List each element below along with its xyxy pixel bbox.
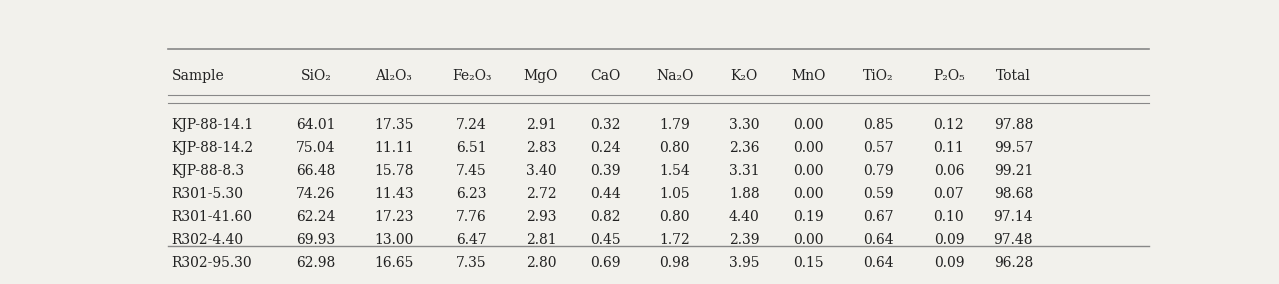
Text: 7.76: 7.76 <box>457 210 487 224</box>
Text: 7.35: 7.35 <box>457 256 487 270</box>
Text: 0.69: 0.69 <box>590 256 620 270</box>
Text: 0.44: 0.44 <box>590 187 620 201</box>
Text: K₂O: K₂O <box>730 69 758 83</box>
Text: R301-41.60: R301-41.60 <box>171 210 253 224</box>
Text: 16.65: 16.65 <box>375 256 413 270</box>
Text: MnO: MnO <box>792 69 826 83</box>
Text: 0.64: 0.64 <box>863 256 893 270</box>
Text: Fe₂O₃: Fe₂O₃ <box>451 69 491 83</box>
Text: 99.21: 99.21 <box>994 164 1033 178</box>
Text: KJP-88-14.2: KJP-88-14.2 <box>171 141 255 155</box>
Text: 0.09: 0.09 <box>934 256 964 270</box>
Text: KJP-88-14.1: KJP-88-14.1 <box>171 118 255 132</box>
Text: 0.00: 0.00 <box>793 233 824 247</box>
Text: 3.30: 3.30 <box>729 118 760 132</box>
Text: 1.72: 1.72 <box>660 233 691 247</box>
Text: 1.88: 1.88 <box>729 187 760 201</box>
Text: Al₂O₃: Al₂O₃ <box>375 69 412 83</box>
Text: 2.39: 2.39 <box>729 233 760 247</box>
Text: 0.80: 0.80 <box>660 210 691 224</box>
Text: 0.00: 0.00 <box>793 164 824 178</box>
Text: 2.80: 2.80 <box>526 256 556 270</box>
Text: Na₂O: Na₂O <box>656 69 693 83</box>
Text: 6.23: 6.23 <box>457 187 487 201</box>
Text: 66.48: 66.48 <box>297 164 335 178</box>
Text: 17.35: 17.35 <box>373 118 413 132</box>
Text: 0.67: 0.67 <box>863 210 893 224</box>
Text: CaO: CaO <box>591 69 620 83</box>
Text: 0.98: 0.98 <box>660 256 691 270</box>
Text: 0.45: 0.45 <box>590 233 620 247</box>
Text: 3.95: 3.95 <box>729 256 760 270</box>
Text: 11.43: 11.43 <box>373 187 413 201</box>
Text: 0.80: 0.80 <box>660 141 691 155</box>
Text: 0.19: 0.19 <box>793 210 824 224</box>
Text: 13.00: 13.00 <box>375 233 413 247</box>
Text: 6.47: 6.47 <box>457 233 487 247</box>
Text: 2.72: 2.72 <box>526 187 556 201</box>
Text: 0.39: 0.39 <box>590 164 620 178</box>
Text: 0.00: 0.00 <box>793 118 824 132</box>
Text: Total: Total <box>996 69 1031 83</box>
Text: 0.11: 0.11 <box>934 141 964 155</box>
Text: 74.26: 74.26 <box>297 187 336 201</box>
Text: 0.32: 0.32 <box>590 118 620 132</box>
Text: Sample: Sample <box>171 69 225 83</box>
Text: 4.40: 4.40 <box>729 210 760 224</box>
Text: 15.78: 15.78 <box>373 164 413 178</box>
Text: 0.00: 0.00 <box>793 141 824 155</box>
Text: 2.93: 2.93 <box>526 210 556 224</box>
Text: R302-95.30: R302-95.30 <box>171 256 252 270</box>
Text: 62.24: 62.24 <box>297 210 335 224</box>
Text: 2.91: 2.91 <box>526 118 556 132</box>
Text: 2.81: 2.81 <box>526 233 556 247</box>
Text: KJP-88-8.3: KJP-88-8.3 <box>171 164 244 178</box>
Text: 3.40: 3.40 <box>526 164 556 178</box>
Text: 0.15: 0.15 <box>793 256 824 270</box>
Text: SiO₂: SiO₂ <box>301 69 331 83</box>
Text: 2.83: 2.83 <box>526 141 556 155</box>
Text: 0.82: 0.82 <box>590 210 620 224</box>
Text: 99.57: 99.57 <box>994 141 1033 155</box>
Text: 2.36: 2.36 <box>729 141 760 155</box>
Text: R301-5.30: R301-5.30 <box>171 187 244 201</box>
Text: 3.31: 3.31 <box>729 164 760 178</box>
Text: 6.51: 6.51 <box>457 141 487 155</box>
Text: 0.85: 0.85 <box>863 118 893 132</box>
Text: P₂O₅: P₂O₅ <box>934 69 964 83</box>
Text: 64.01: 64.01 <box>297 118 336 132</box>
Text: 0.59: 0.59 <box>863 187 893 201</box>
Text: 97.88: 97.88 <box>994 118 1033 132</box>
Text: 0.07: 0.07 <box>934 187 964 201</box>
Text: 1.79: 1.79 <box>660 118 691 132</box>
Text: 97.48: 97.48 <box>994 233 1033 247</box>
Text: 0.00: 0.00 <box>793 187 824 201</box>
Text: 75.04: 75.04 <box>297 141 336 155</box>
Text: 97.14: 97.14 <box>994 210 1033 224</box>
Text: TiO₂: TiO₂ <box>863 69 893 83</box>
Text: 11.11: 11.11 <box>373 141 413 155</box>
Text: 0.64: 0.64 <box>863 233 893 247</box>
Text: 0.12: 0.12 <box>934 118 964 132</box>
Text: 0.24: 0.24 <box>590 141 620 155</box>
Text: 62.98: 62.98 <box>297 256 335 270</box>
Text: 7.24: 7.24 <box>457 118 487 132</box>
Text: 98.68: 98.68 <box>994 187 1033 201</box>
Text: 0.06: 0.06 <box>934 164 964 178</box>
Text: 0.09: 0.09 <box>934 233 964 247</box>
Text: 7.45: 7.45 <box>457 164 487 178</box>
Text: 17.23: 17.23 <box>373 210 413 224</box>
Text: 1.05: 1.05 <box>660 187 691 201</box>
Text: 1.54: 1.54 <box>660 164 691 178</box>
Text: 0.79: 0.79 <box>863 164 893 178</box>
Text: 96.28: 96.28 <box>994 256 1033 270</box>
Text: 0.10: 0.10 <box>934 210 964 224</box>
Text: 0.57: 0.57 <box>863 141 893 155</box>
Text: 69.93: 69.93 <box>297 233 335 247</box>
Text: R302-4.40: R302-4.40 <box>171 233 244 247</box>
Text: MgO: MgO <box>524 69 558 83</box>
